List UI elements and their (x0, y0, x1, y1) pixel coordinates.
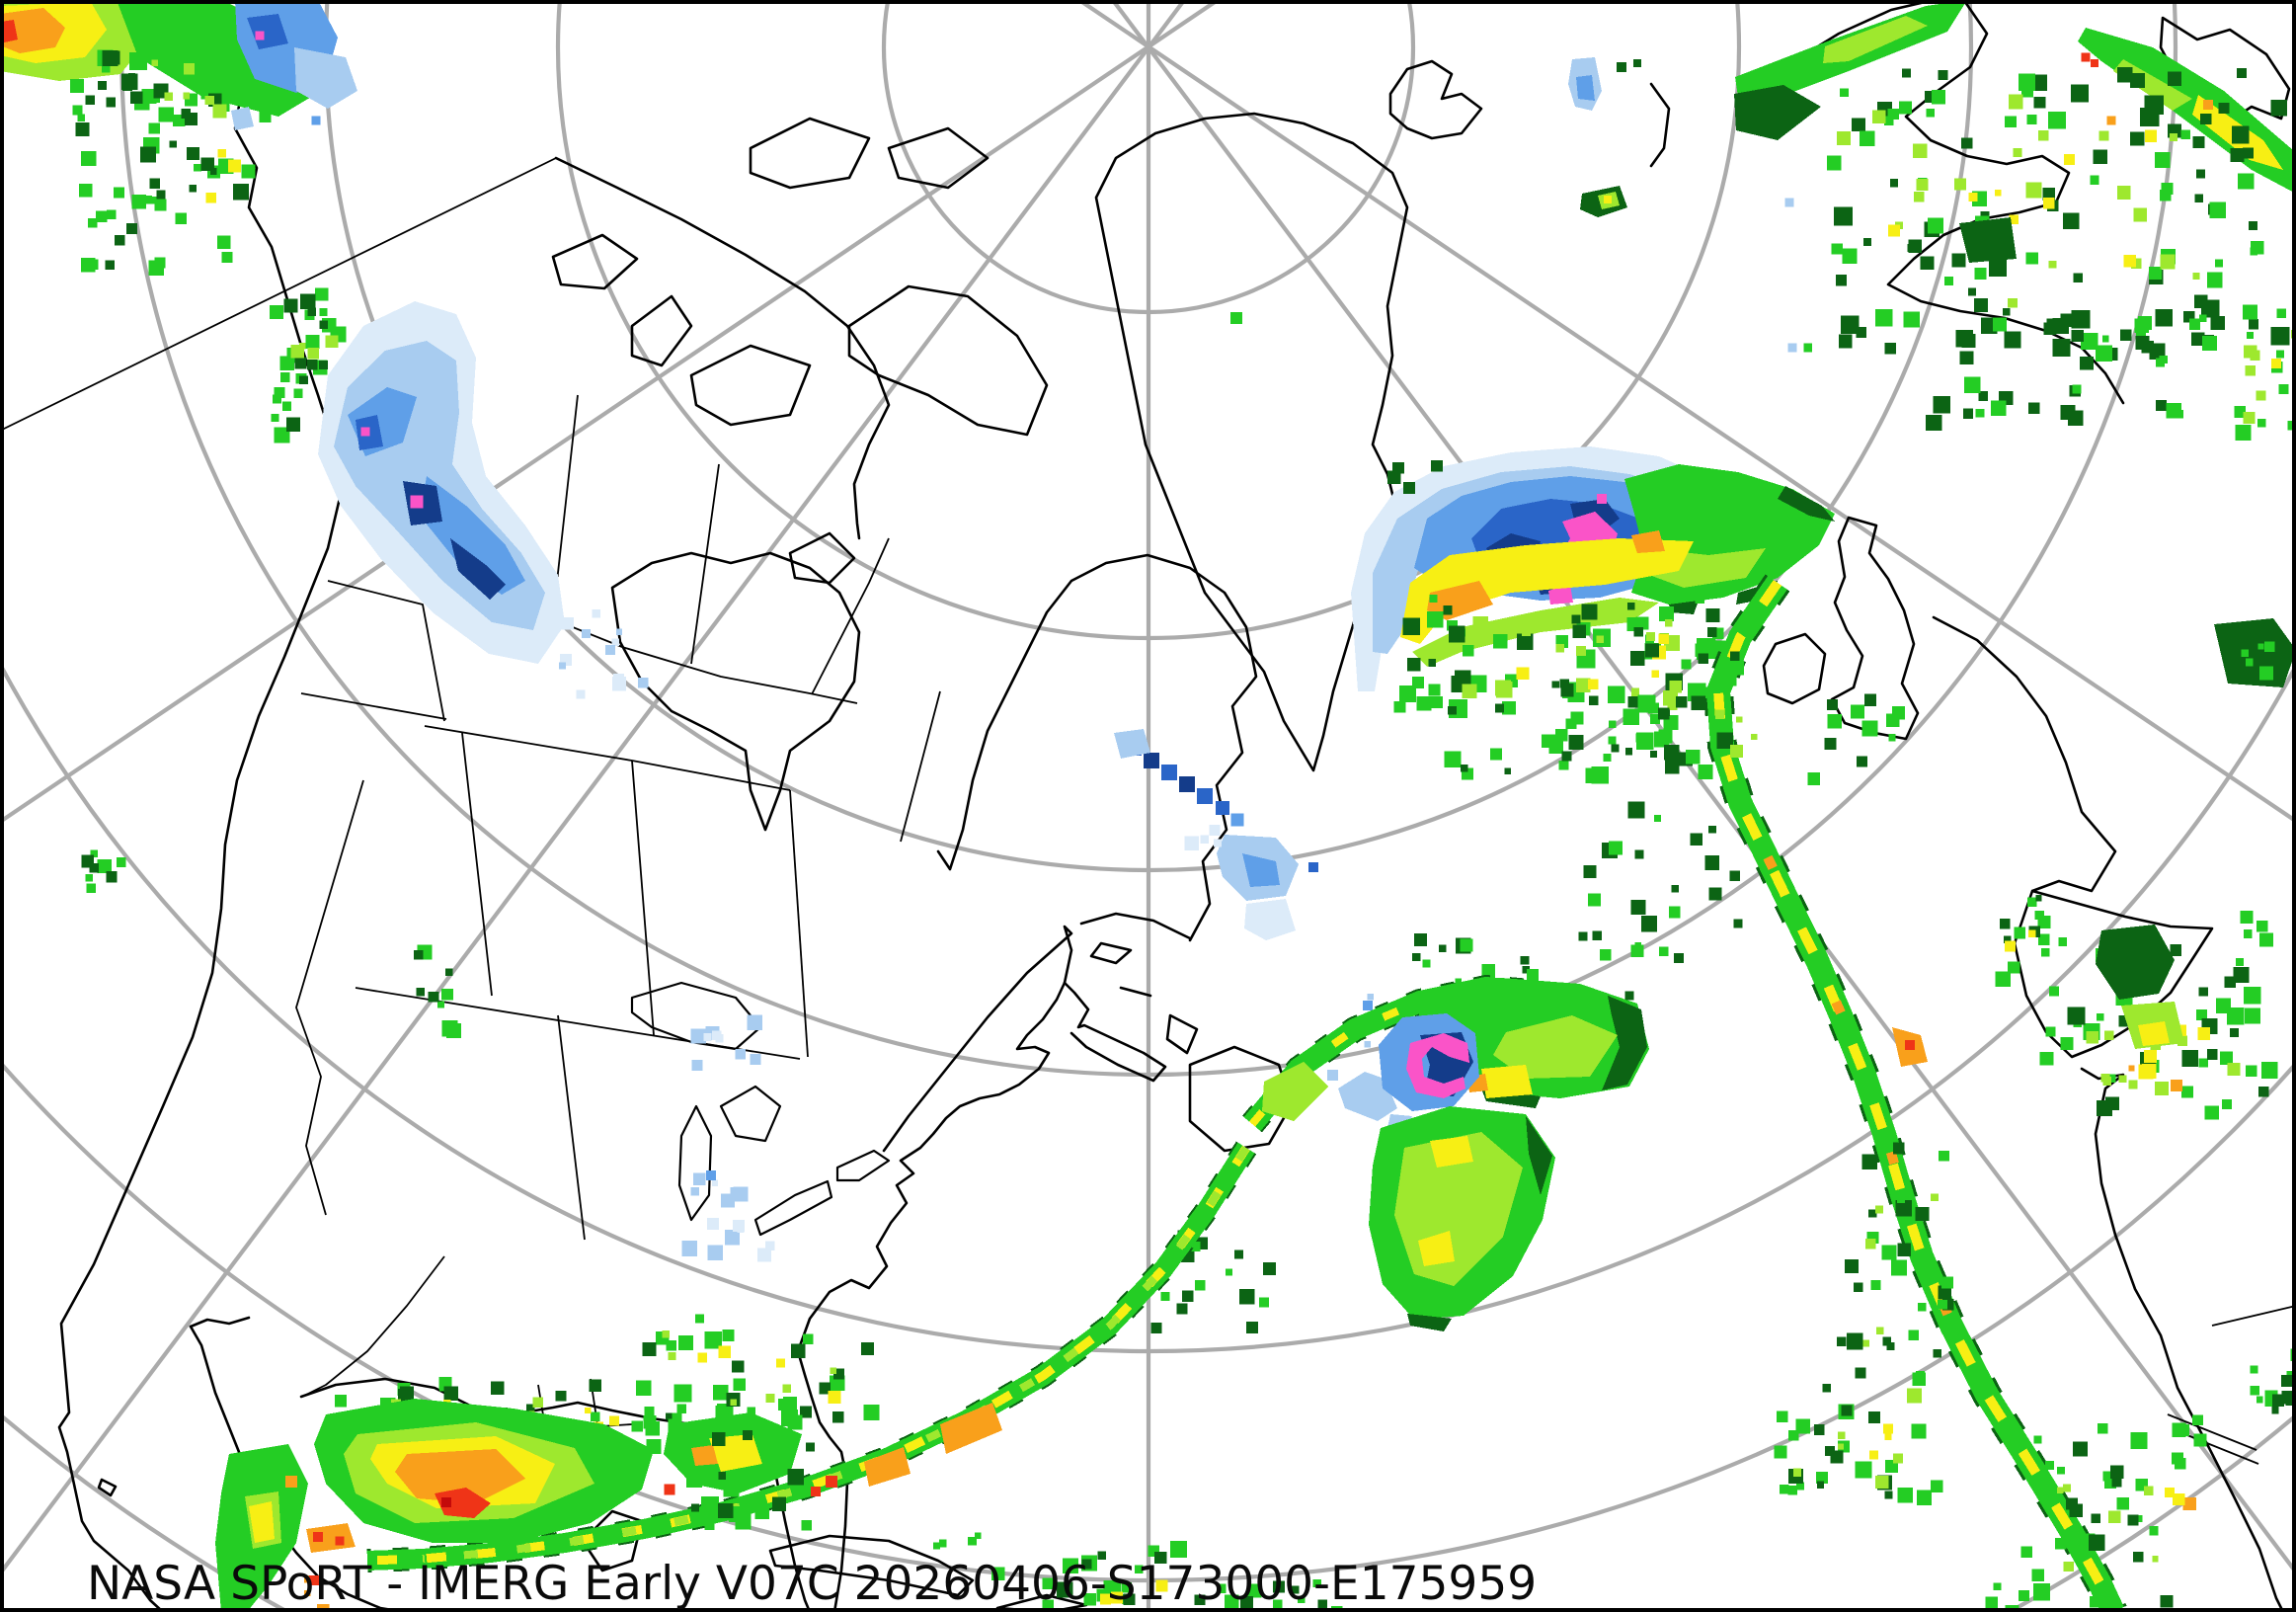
map-title-label: NASA SPoRT - IMERG Early V07C 20260406-S… (87, 1557, 1538, 1611)
coastline-layer (57, 0, 2291, 1612)
